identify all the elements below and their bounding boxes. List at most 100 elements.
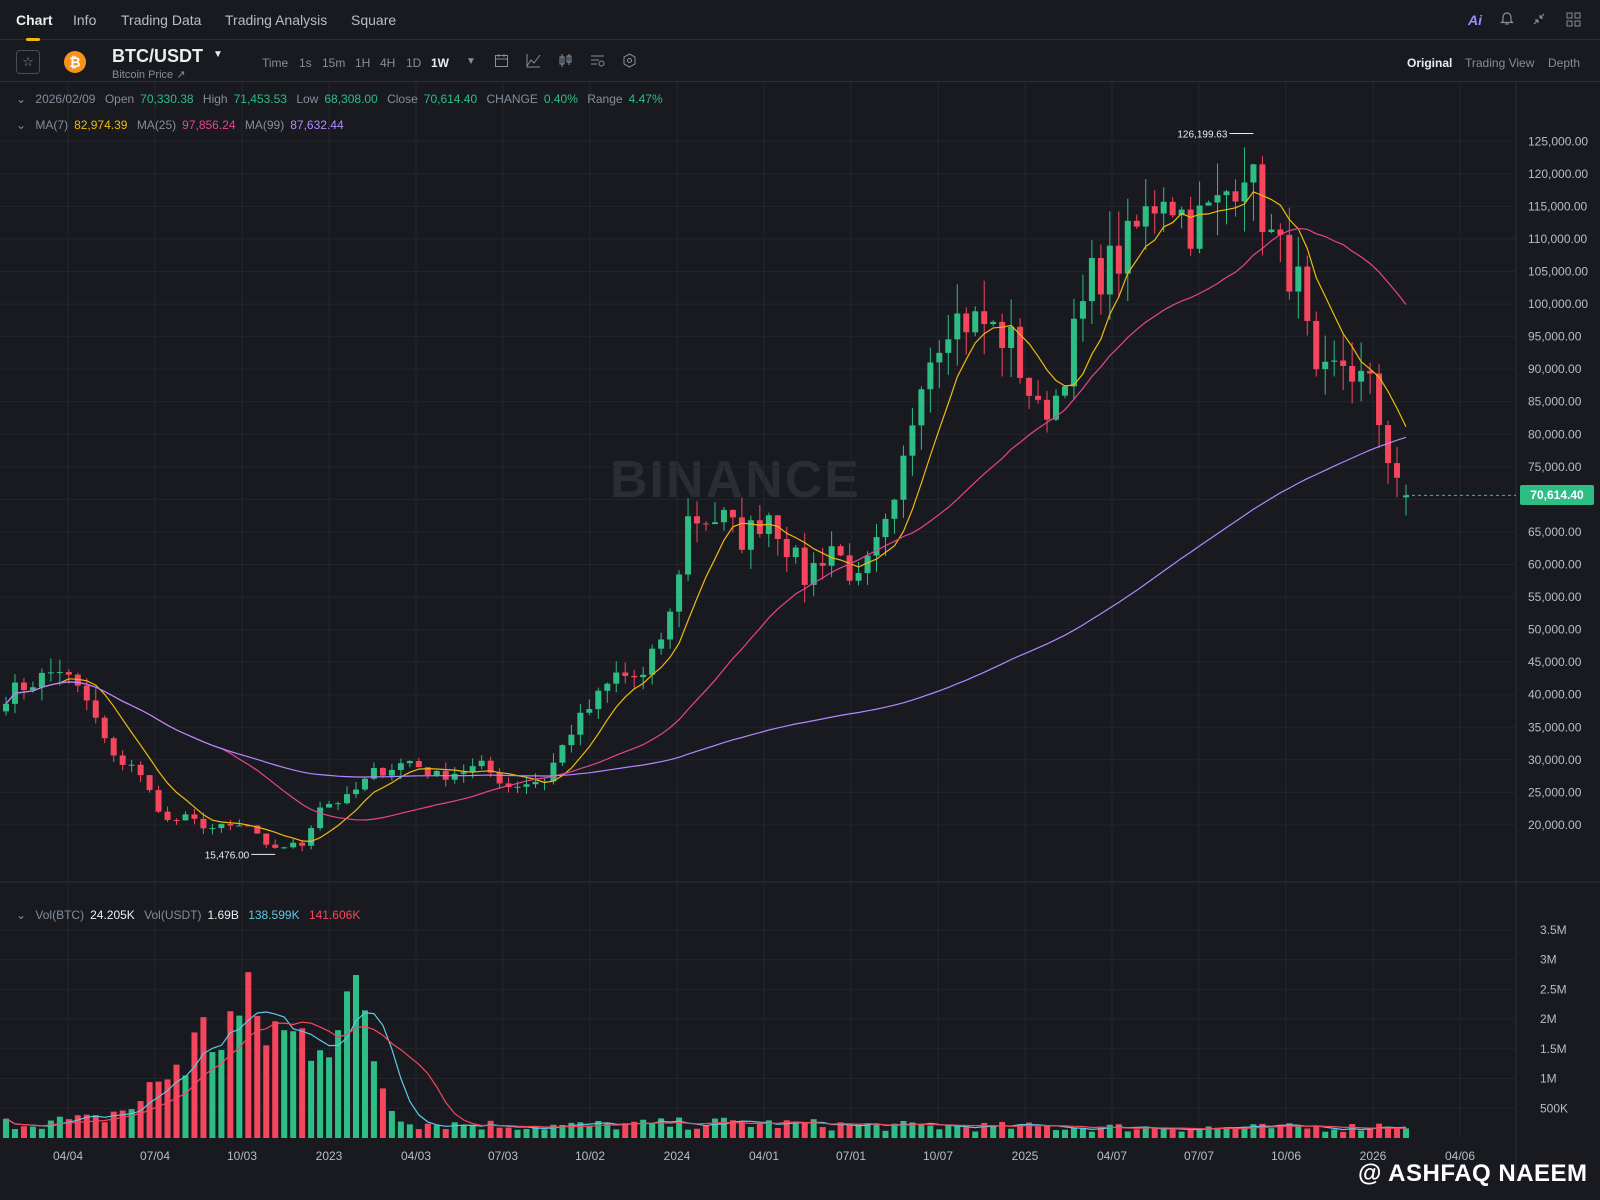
volume-bar bbox=[442, 1129, 449, 1138]
tab-chart[interactable]: Chart bbox=[16, 12, 53, 41]
candle-body bbox=[532, 781, 539, 785]
volume-bar bbox=[738, 1122, 745, 1138]
volume-bar bbox=[1088, 1131, 1095, 1138]
view-trading-view[interactable]: Trading View bbox=[1465, 56, 1535, 70]
candle-body bbox=[1079, 301, 1086, 319]
price-tick-label: 115,000.00 bbox=[1528, 199, 1587, 213]
volume-bar bbox=[74, 1115, 81, 1138]
interval-1h[interactable]: 1H bbox=[355, 56, 371, 70]
tab-trading-data[interactable]: Trading Data bbox=[121, 12, 202, 28]
tab-info[interactable]: Info bbox=[73, 12, 97, 28]
candle-body bbox=[909, 425, 916, 456]
ai-icon[interactable]: Ai bbox=[1468, 12, 1482, 28]
candle-body bbox=[344, 794, 351, 804]
interval-4h[interactable]: 4H bbox=[380, 56, 396, 70]
vol-ma5-value: 138.599K bbox=[248, 908, 300, 922]
interval-1d[interactable]: 1D bbox=[406, 56, 422, 70]
favorite-star-button[interactable]: ☆ bbox=[16, 50, 40, 74]
volume-bar bbox=[685, 1129, 692, 1138]
interval-15m[interactable]: 15m bbox=[322, 56, 346, 70]
candle-body bbox=[424, 767, 431, 776]
top-nav: Chart Info Trading Data Trading Analysis… bbox=[0, 0, 1600, 41]
volume-bar bbox=[415, 1129, 422, 1138]
candle-body bbox=[1151, 206, 1158, 214]
interval-1s[interactable]: 1s bbox=[299, 56, 312, 70]
settings-icon[interactable] bbox=[622, 53, 637, 71]
volume-bar bbox=[586, 1125, 593, 1138]
volume-bar bbox=[837, 1122, 844, 1138]
volume-bar bbox=[990, 1125, 997, 1138]
time-tick-label: 04/01 bbox=[749, 1149, 779, 1163]
candle-body bbox=[747, 520, 754, 550]
candle-body bbox=[1331, 360, 1338, 362]
bitcoin-logo-icon: ₿ bbox=[64, 51, 86, 73]
candle-body bbox=[146, 775, 153, 791]
symbol-pair[interactable]: BTC/USDT bbox=[112, 46, 203, 66]
indicator-line-icon[interactable] bbox=[526, 53, 541, 71]
volume-bar bbox=[1097, 1126, 1104, 1138]
volume-bar bbox=[514, 1129, 521, 1138]
volume-bar bbox=[344, 991, 351, 1138]
volume-bar bbox=[882, 1130, 889, 1138]
volume-bar bbox=[317, 1050, 324, 1138]
candle-body bbox=[496, 772, 503, 784]
volume-bar bbox=[631, 1121, 638, 1138]
interval-time[interactable]: Time bbox=[262, 56, 289, 70]
volume-bar bbox=[326, 1057, 333, 1138]
candle-body bbox=[550, 762, 557, 782]
caret-down-icon[interactable]: ▼ bbox=[213, 49, 223, 60]
volume-bar bbox=[703, 1125, 709, 1138]
view-original[interactable]: Original bbox=[1407, 56, 1453, 70]
interval-dropdown-icon[interactable]: ▼ bbox=[466, 56, 476, 67]
candle-body bbox=[74, 674, 81, 686]
volume-bar bbox=[38, 1128, 45, 1138]
candle-body bbox=[182, 814, 189, 821]
volume-bar bbox=[864, 1123, 871, 1138]
volume-bar bbox=[972, 1131, 979, 1138]
candle-body bbox=[891, 499, 898, 519]
volume-bar bbox=[640, 1119, 647, 1138]
price-tick-label: 30,000.00 bbox=[1528, 753, 1582, 767]
candle-body bbox=[819, 563, 826, 566]
symbol-subtitle-link[interactable]: Bitcoin Price ↗ bbox=[112, 69, 186, 81]
price-chart[interactable]: BINANCE 125,000.00 120,000.00 115,000.00 11… bbox=[0, 82, 1600, 1200]
candle-body bbox=[1259, 164, 1266, 233]
volume-bar bbox=[873, 1123, 880, 1138]
candle-body bbox=[254, 825, 261, 834]
view-depth[interactable]: Depth bbox=[1548, 56, 1581, 70]
ma25-line bbox=[5, 227, 1407, 821]
tab-square[interactable]: Square bbox=[351, 12, 397, 28]
candle-body bbox=[218, 823, 225, 829]
candle-body bbox=[1385, 425, 1392, 464]
candle-body bbox=[783, 539, 790, 558]
volume-bar bbox=[496, 1127, 503, 1138]
tab-trading-analysis[interactable]: Trading Analysis bbox=[225, 12, 328, 28]
price-tick-label: 55,000.00 bbox=[1528, 590, 1582, 604]
grid-icon[interactable] bbox=[1566, 12, 1581, 30]
candle-body bbox=[281, 847, 288, 849]
candle-type-icon[interactable] bbox=[558, 53, 573, 71]
time-tick-label: 2025 bbox=[1012, 1149, 1039, 1163]
candle-body bbox=[29, 687, 36, 690]
candle-body bbox=[685, 516, 692, 575]
interval-1w[interactable]: 1W bbox=[431, 56, 449, 70]
volume-tick-label: 3.5M bbox=[1540, 923, 1567, 937]
candle-body bbox=[83, 685, 90, 701]
volume-bar bbox=[101, 1122, 108, 1138]
collapse-icon[interactable] bbox=[1532, 12, 1546, 29]
candlestick-chart-svg[interactable]: 125,000.00 120,000.00 115,000.00 110,000.00… bbox=[0, 82, 1600, 1200]
volume-bar bbox=[1070, 1127, 1077, 1138]
volume-bar bbox=[424, 1123, 431, 1138]
extreme-price-label: 126,199.63 bbox=[1177, 129, 1227, 140]
candle-body bbox=[263, 833, 270, 845]
candle-body bbox=[586, 709, 593, 713]
candle-body bbox=[1223, 191, 1230, 196]
bell-icon[interactable] bbox=[1500, 12, 1514, 29]
candle-body bbox=[379, 768, 386, 776]
candle-body bbox=[173, 819, 180, 821]
drawing-tools-icon[interactable] bbox=[590, 53, 605, 71]
volume-bar bbox=[164, 1079, 171, 1138]
volume-bar bbox=[1277, 1124, 1284, 1138]
calendar-icon[interactable] bbox=[494, 53, 509, 71]
volume-bar bbox=[532, 1126, 539, 1138]
